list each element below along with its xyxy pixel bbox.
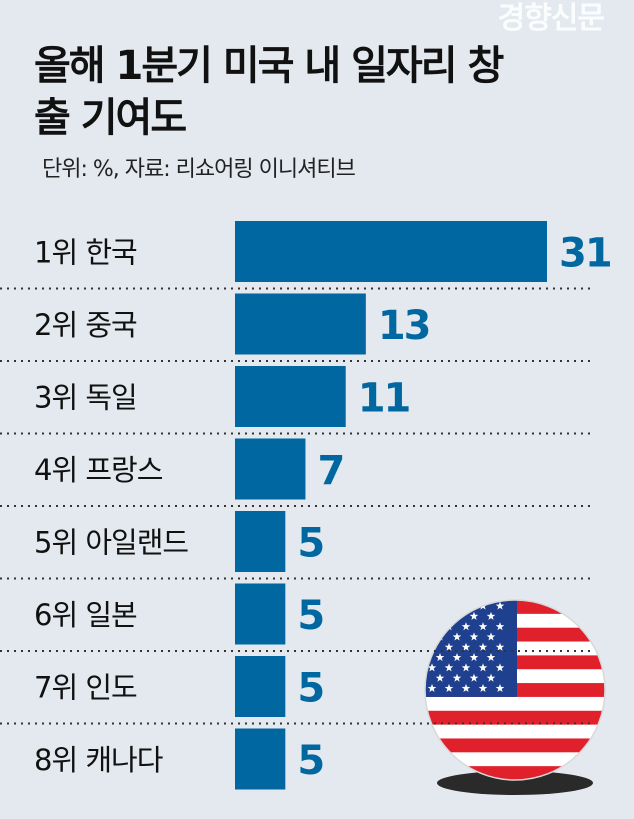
bar <box>235 583 286 645</box>
flag-star-icon <box>427 683 437 692</box>
value-label: 7 <box>317 448 343 494</box>
flag-star-icon <box>427 622 437 631</box>
value-label: 5 <box>297 738 323 784</box>
value-label: 5 <box>297 521 323 567</box>
flag-star-icon <box>486 611 496 620</box>
category-label: 1위 한국 <box>34 236 137 270</box>
flag-star-icon <box>478 663 488 672</box>
bar <box>235 221 547 282</box>
value-label: 13 <box>378 303 430 349</box>
category-label: 6위 일본 <box>34 598 137 632</box>
flag-star-icon <box>435 653 445 662</box>
bar <box>235 438 306 500</box>
flag-star-icon <box>444 663 454 672</box>
flag-star-icon <box>461 622 471 631</box>
value-label: 31 <box>559 231 611 277</box>
bar <box>235 511 286 572</box>
flag-star-icon <box>486 632 496 641</box>
value-label: 5 <box>297 666 323 712</box>
value-label: 11 <box>358 376 410 422</box>
flag-shadow <box>437 771 593 795</box>
bar <box>235 728 286 790</box>
flag-star-icon <box>435 611 445 620</box>
bar <box>235 293 366 355</box>
chart-title: 올해 1분기 미국 내 일자리 창출 기여도 <box>34 43 504 141</box>
flag-star-icon <box>452 632 462 641</box>
category-label: 5위 아일랜드 <box>34 526 188 560</box>
flag-star-icon <box>469 673 479 682</box>
flag-star-icon <box>444 642 454 651</box>
flag-star-icon <box>452 673 462 682</box>
flag-star-icon <box>461 642 471 651</box>
flag-star-icon <box>469 632 479 641</box>
flag-star-icon <box>427 601 437 610</box>
flag-star-icon <box>461 683 471 692</box>
flag-star-icon <box>486 653 496 662</box>
category-label: 8위 캐나다 <box>34 743 163 777</box>
flag-star-icon <box>469 653 479 662</box>
flag-star-icon <box>444 683 454 692</box>
flag-star-icon <box>444 601 454 610</box>
bar <box>235 656 286 717</box>
flag-star-icon <box>452 653 462 662</box>
watermark-logo: 경향신문 <box>497 1 605 36</box>
flag-star-icon <box>495 601 505 610</box>
bar <box>235 366 346 427</box>
flag-star-icon <box>435 673 445 682</box>
flag-star-icon <box>461 663 471 672</box>
value-label: 5 <box>297 593 323 639</box>
flag-star-icon <box>495 683 505 692</box>
flag-star-icon <box>478 683 488 692</box>
flag-star-icon <box>478 622 488 631</box>
us-flag-icon <box>424 599 606 795</box>
category-label: 2위 중국 <box>34 308 137 342</box>
flag-star-icon <box>486 673 496 682</box>
flag-star-icon <box>461 601 471 610</box>
flag-star-icon <box>478 642 488 651</box>
flag-star-icon <box>469 611 479 620</box>
flag-star-icon <box>495 663 505 672</box>
category-label: 4위 프랑스 <box>34 453 163 487</box>
category-label: 3위 독일 <box>34 381 137 415</box>
flag-star-icon <box>495 622 505 631</box>
chart-subtitle: 단위: %, 자료: 리쇼어링 이니셔티브 <box>42 157 356 182</box>
flag-star-icon <box>427 663 437 672</box>
flag-star-icon <box>495 642 505 651</box>
category-label: 7위 인도 <box>34 671 137 705</box>
